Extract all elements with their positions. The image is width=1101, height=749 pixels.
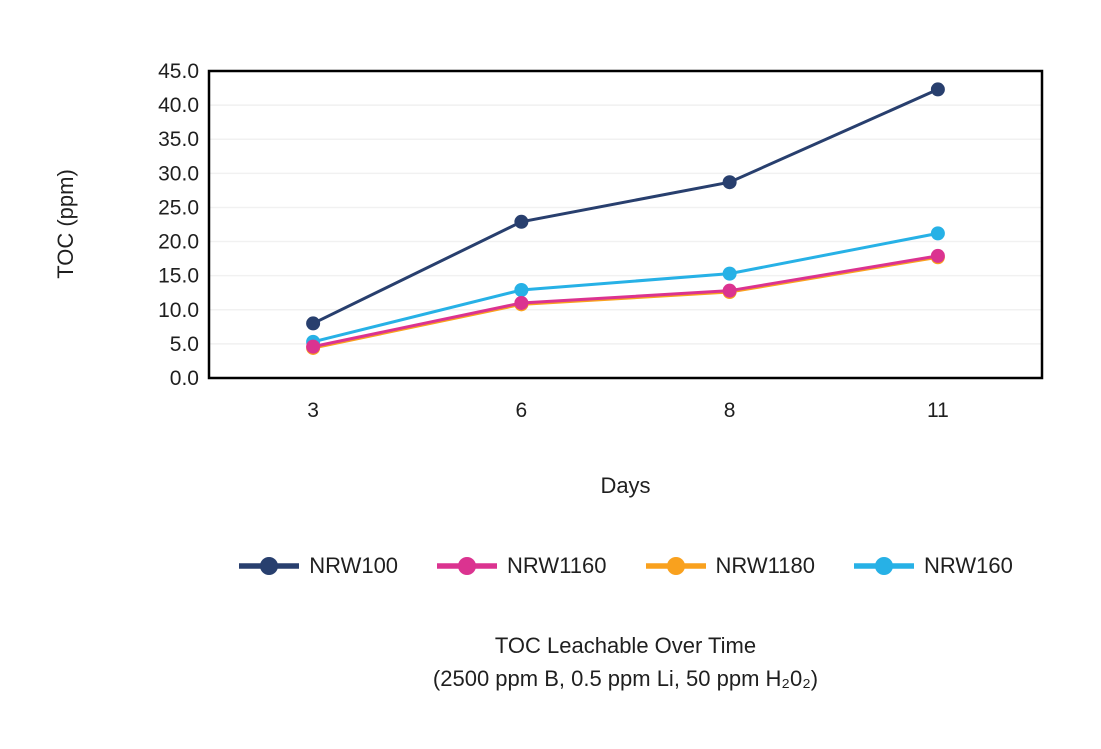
y-tick-label: 45.0 [158, 60, 199, 83]
series-line-NRW100 [312, 88, 939, 325]
y-axis-title: TOC (ppm) [53, 169, 78, 279]
x-tick-label: 8 [724, 399, 736, 422]
legend-item-NRW160: NRW160 [853, 553, 1013, 579]
data-point-NRW1160 [514, 295, 529, 310]
x-tick-label: 3 [307, 399, 319, 422]
data-point-NRW160 [514, 282, 529, 297]
legend-marker-icon [645, 557, 706, 575]
y-tick-label: 40.0 [158, 94, 199, 117]
chart-subtitle: (2500 ppm B, 0.5 ppm Li, 50 ppm H₂0₂) [432, 666, 819, 691]
series-line-NRW160 [312, 231, 939, 344]
y-tick-label: 5.0 [170, 333, 199, 356]
legend-label: NRW1180 [715, 553, 815, 578]
plot-border [207, 69, 1044, 380]
y-tick-label: 20.0 [158, 231, 199, 254]
data-point-NRW100 [306, 316, 321, 331]
data-point-NRW1160 [722, 283, 737, 298]
data-point-NRW160 [930, 226, 945, 241]
data-point-NRW160 [722, 266, 737, 281]
y-tick-label: 15.0 [158, 265, 199, 288]
y-tick-label: 30.0 [158, 162, 199, 185]
legend-item-NRW1160: NRW1160 [436, 553, 607, 579]
y-tick-label: 10.0 [158, 299, 199, 322]
data-point-NRW100 [722, 175, 737, 190]
y-tick-label: 0.0 [170, 367, 199, 390]
data-point-NRW100 [514, 214, 529, 229]
legend-label: NRW1160 [507, 553, 607, 578]
chart-title: TOC Leachable Over Time [494, 633, 757, 658]
chart-title-block: TOC Leachable Over Time (2500 ppm B, 0.5… [134, 629, 1101, 695]
legend: NRW100 NRW1160 NRW1180 NRW160 [209, 553, 1042, 579]
series-line-NRW1160 [312, 254, 939, 349]
chart-plot: 0.0 5.0 10.0 15.0 20.0 25.0 30.0 35.0 40.0 45.0 3 6… [158, 60, 1044, 422]
data-point-NRW1160 [306, 339, 321, 354]
data-point-NRW1160 [930, 248, 945, 263]
legend-marker-icon [239, 557, 300, 575]
legend-item-NRW100: NRW100 [238, 553, 398, 579]
legend-label: NRW160 [923, 553, 1013, 578]
y-tick-label: 25.0 [158, 196, 199, 219]
data-point-NRW100 [930, 82, 945, 97]
x-tick-label: 6 [516, 399, 528, 422]
legend-item-NRW1180: NRW1180 [645, 553, 815, 579]
legend-marker-icon [853, 557, 914, 575]
legend-label: NRW100 [309, 553, 399, 578]
x-axis-title: Days [600, 473, 651, 498]
x-tick-label: 11 [927, 399, 949, 422]
legend-marker-icon [437, 557, 498, 575]
y-tick-label: 35.0 [158, 128, 199, 151]
